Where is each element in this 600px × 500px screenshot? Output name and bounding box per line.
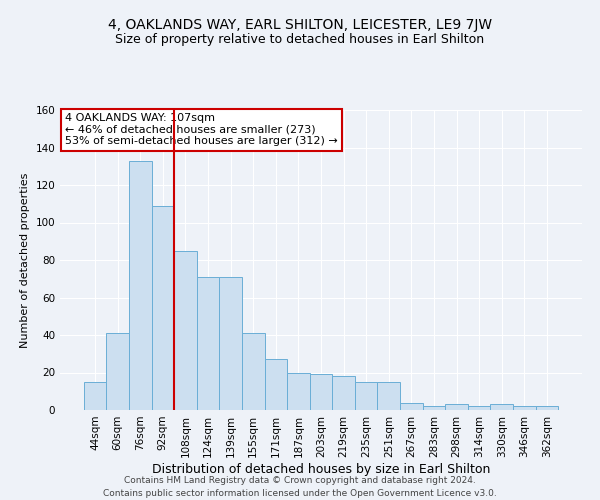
- Bar: [197, 277, 220, 410]
- Bar: [242, 333, 265, 410]
- Bar: [129, 160, 152, 410]
- Bar: [422, 406, 445, 410]
- Text: 4 OAKLANDS WAY: 107sqm
← 46% of detached houses are smaller (273)
53% of semi-de: 4 OAKLANDS WAY: 107sqm ← 46% of detached…: [65, 113, 338, 146]
- Bar: [513, 406, 536, 410]
- Bar: [400, 402, 422, 410]
- Y-axis label: Number of detached properties: Number of detached properties: [20, 172, 30, 348]
- Text: Contains HM Land Registry data © Crown copyright and database right 2024.
Contai: Contains HM Land Registry data © Crown c…: [103, 476, 497, 498]
- Bar: [152, 206, 174, 410]
- Bar: [310, 374, 332, 410]
- Text: Size of property relative to detached houses in Earl Shilton: Size of property relative to detached ho…: [115, 32, 485, 46]
- Bar: [468, 406, 490, 410]
- Bar: [332, 376, 355, 410]
- Bar: [220, 277, 242, 410]
- X-axis label: Distribution of detached houses by size in Earl Shilton: Distribution of detached houses by size …: [152, 462, 490, 475]
- Bar: [84, 382, 106, 410]
- Bar: [287, 372, 310, 410]
- Bar: [536, 406, 558, 410]
- Bar: [265, 360, 287, 410]
- Bar: [377, 382, 400, 410]
- Text: 4, OAKLANDS WAY, EARL SHILTON, LEICESTER, LE9 7JW: 4, OAKLANDS WAY, EARL SHILTON, LEICESTER…: [108, 18, 492, 32]
- Bar: [445, 404, 468, 410]
- Bar: [174, 250, 197, 410]
- Bar: [106, 333, 129, 410]
- Bar: [355, 382, 377, 410]
- Bar: [490, 404, 513, 410]
